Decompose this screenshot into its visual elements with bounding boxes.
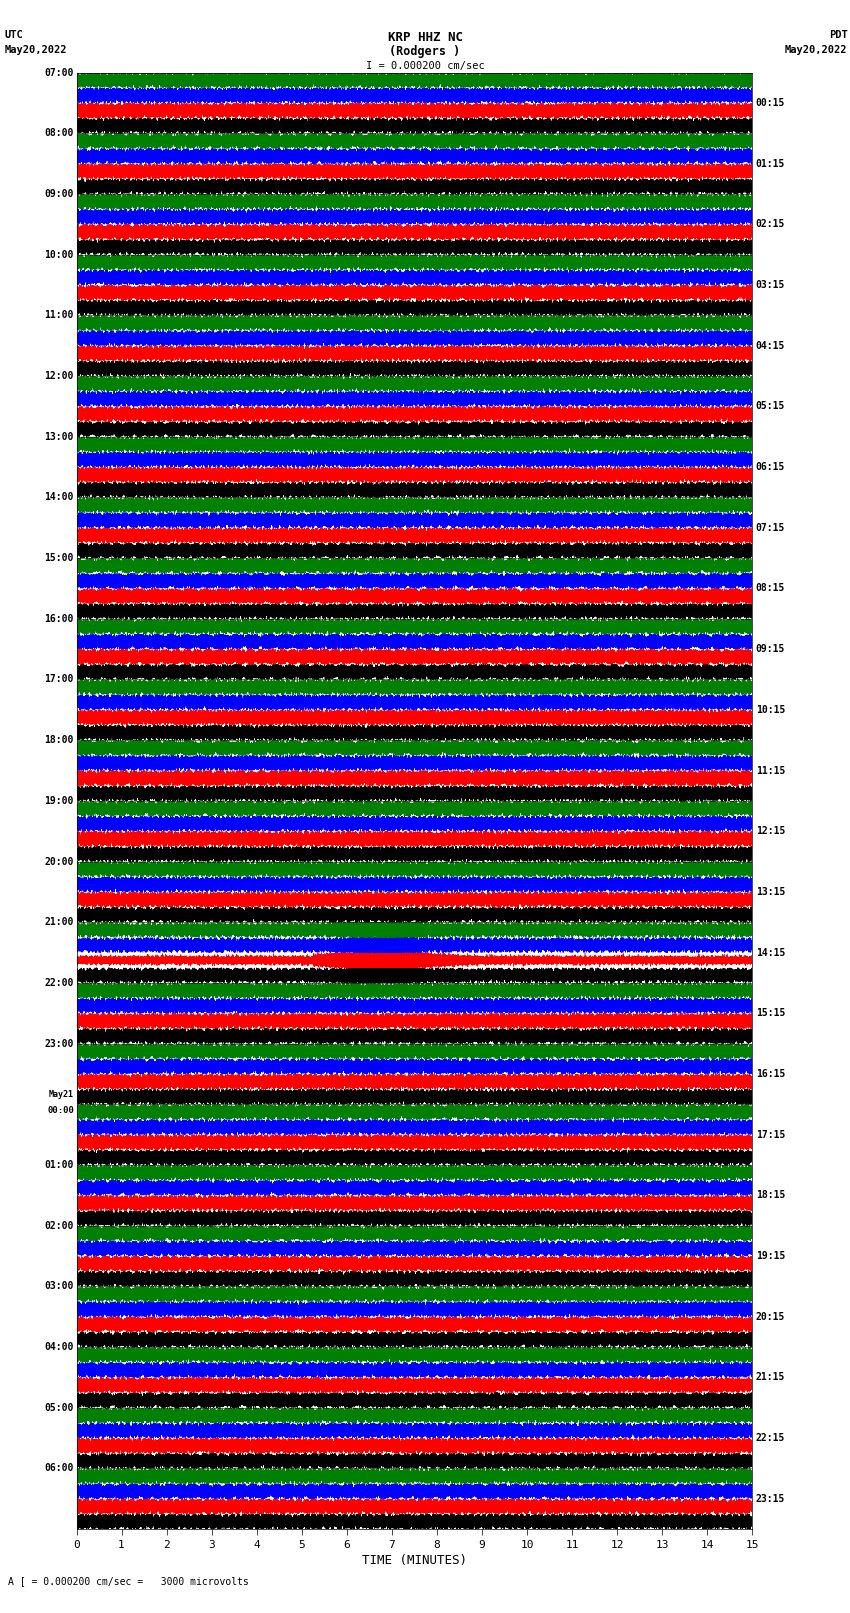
Text: 02:15: 02:15	[756, 219, 785, 229]
Text: UTC: UTC	[4, 31, 23, 40]
Text: May21: May21	[49, 1090, 74, 1100]
Text: 10:15: 10:15	[756, 705, 785, 715]
Text: 01:15: 01:15	[756, 158, 785, 169]
Text: 04:15: 04:15	[756, 340, 785, 350]
Text: I = 0.000200 cm/sec: I = 0.000200 cm/sec	[366, 61, 484, 71]
Text: 14:00: 14:00	[44, 492, 74, 502]
Text: May20,2022: May20,2022	[785, 45, 847, 55]
Text: 20:00: 20:00	[44, 857, 74, 866]
Text: 23:00: 23:00	[44, 1039, 74, 1048]
Text: 05:00: 05:00	[44, 1403, 74, 1413]
Text: 19:15: 19:15	[756, 1252, 785, 1261]
Text: 07:15: 07:15	[756, 523, 785, 532]
Text: 22:00: 22:00	[44, 977, 74, 987]
Text: 17:00: 17:00	[44, 674, 74, 684]
Text: 22:15: 22:15	[756, 1432, 785, 1444]
Text: A [ = 0.000200 cm/sec =   3000 microvolts: A [ = 0.000200 cm/sec = 3000 microvolts	[8, 1576, 249, 1586]
Text: 12:15: 12:15	[756, 826, 785, 836]
Text: May20,2022: May20,2022	[4, 45, 67, 55]
Text: 13:15: 13:15	[756, 887, 785, 897]
Text: 17:15: 17:15	[756, 1129, 785, 1140]
Text: 05:15: 05:15	[756, 402, 785, 411]
Text: 23:15: 23:15	[756, 1494, 785, 1503]
Text: KRP HHZ NC: KRP HHZ NC	[388, 31, 462, 44]
Text: 09:15: 09:15	[756, 644, 785, 655]
Text: 08:00: 08:00	[44, 129, 74, 139]
Text: 02:00: 02:00	[44, 1221, 74, 1231]
Text: 20:15: 20:15	[756, 1311, 785, 1321]
Text: 00:15: 00:15	[756, 98, 785, 108]
Text: 10:00: 10:00	[44, 250, 74, 260]
Text: 03:00: 03:00	[44, 1281, 74, 1292]
Text: 12:00: 12:00	[44, 371, 74, 381]
Text: 18:15: 18:15	[756, 1190, 785, 1200]
Text: 09:00: 09:00	[44, 189, 74, 198]
Text: 01:00: 01:00	[44, 1160, 74, 1169]
Text: 07:00: 07:00	[44, 68, 74, 77]
Text: 08:15: 08:15	[756, 584, 785, 594]
Text: 16:00: 16:00	[44, 615, 74, 624]
Text: 11:00: 11:00	[44, 310, 74, 321]
Text: 21:15: 21:15	[756, 1373, 785, 1382]
Text: 14:15: 14:15	[756, 947, 785, 958]
Text: 15:15: 15:15	[756, 1008, 785, 1018]
Text: 19:00: 19:00	[44, 795, 74, 806]
Text: 15:00: 15:00	[44, 553, 74, 563]
Text: 04:00: 04:00	[44, 1342, 74, 1352]
Text: 11:15: 11:15	[756, 766, 785, 776]
Text: 16:15: 16:15	[756, 1069, 785, 1079]
Text: 00:00: 00:00	[47, 1107, 74, 1115]
X-axis label: TIME (MINUTES): TIME (MINUTES)	[362, 1553, 467, 1566]
Text: 21:00: 21:00	[44, 918, 74, 927]
Text: PDT: PDT	[829, 31, 847, 40]
Text: (Rodgers ): (Rodgers )	[389, 45, 461, 58]
Text: 18:00: 18:00	[44, 736, 74, 745]
Text: 03:15: 03:15	[756, 281, 785, 290]
Text: 06:15: 06:15	[756, 461, 785, 473]
Text: 06:00: 06:00	[44, 1463, 74, 1473]
Text: 13:00: 13:00	[44, 432, 74, 442]
